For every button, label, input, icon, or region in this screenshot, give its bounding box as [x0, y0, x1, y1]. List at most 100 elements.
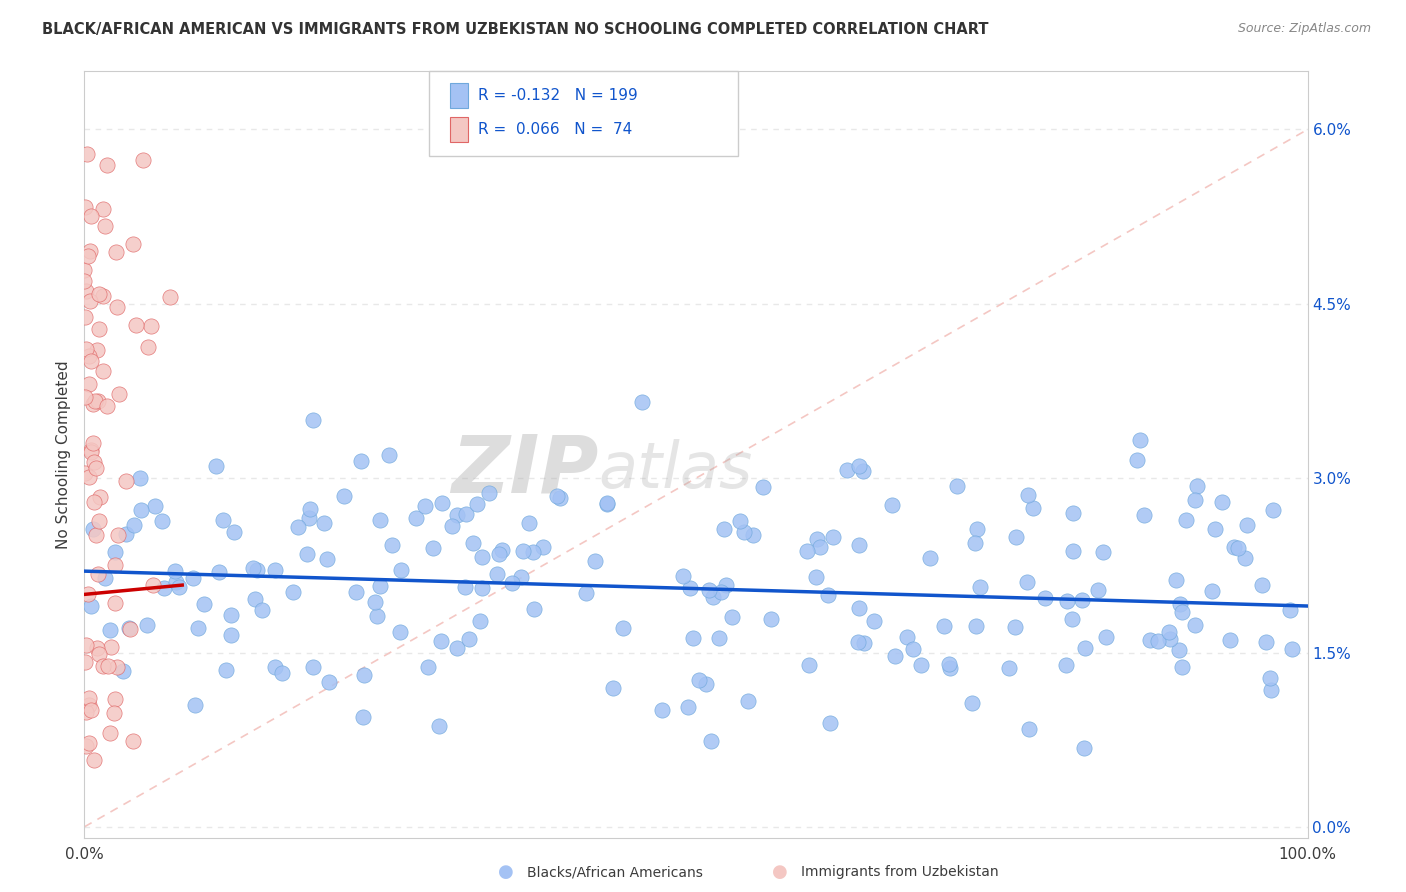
Point: [89, 647, 111, 661]
Point: [264, 563, 287, 577]
Point: [83, 753, 105, 767]
Point: [80, 444, 103, 458]
Point: [103, 706, 125, 720]
Point: [281, 585, 304, 599]
Point: [107, 659, 129, 673]
Point: [301, 413, 323, 427]
Point: [1222, 540, 1244, 554]
Point: [141, 318, 163, 333]
Point: [76, 250, 98, 264]
Point: [75, 638, 97, 652]
Text: Immigrants from Uzbekistan: Immigrants from Uzbekistan: [801, 865, 1000, 880]
Point: [1260, 682, 1282, 697]
Point: [796, 544, 818, 558]
Point: [454, 507, 477, 521]
Point: [122, 237, 145, 252]
Point: [1261, 502, 1284, 516]
Point: [333, 489, 356, 503]
Point: [366, 609, 388, 624]
Point: [76, 587, 98, 601]
Point: [901, 642, 924, 657]
Point: [546, 489, 568, 503]
Point: [1219, 632, 1241, 647]
Point: [808, 540, 831, 554]
Point: [219, 628, 242, 642]
Text: Source: ZipAtlas.com: Source: ZipAtlas.com: [1237, 22, 1371, 36]
Point: [83, 393, 105, 408]
Point: [596, 495, 619, 509]
Point: [821, 530, 844, 544]
Point: [852, 464, 875, 478]
Point: [1133, 508, 1156, 522]
Point: [672, 568, 695, 582]
Point: [77, 690, 100, 705]
Point: [1281, 641, 1303, 656]
Point: [378, 448, 401, 462]
Point: [1171, 605, 1194, 619]
Point: [222, 524, 245, 539]
Point: [125, 318, 148, 332]
Point: [150, 515, 173, 529]
Point: [1167, 643, 1189, 657]
Point: [301, 660, 323, 674]
Point: [862, 614, 884, 628]
Point: [82, 522, 104, 536]
Point: [353, 668, 375, 682]
Point: [80, 703, 103, 717]
Point: [368, 579, 391, 593]
Point: [75, 705, 97, 719]
Text: BLACK/AFRICAN AMERICAN VS IMMIGRANTS FROM UZBEKISTAN NO SCHOOLING COMPLETED CORR: BLACK/AFRICAN AMERICAN VS IMMIGRANTS FRO…: [42, 22, 988, 37]
Point: [1185, 479, 1208, 493]
Point: [87, 514, 110, 528]
Point: [1170, 597, 1192, 611]
Point: [896, 630, 918, 644]
Point: [77, 350, 100, 364]
Point: [1018, 722, 1040, 736]
Point: [465, 497, 488, 511]
Point: [77, 470, 100, 484]
Point: [716, 578, 738, 592]
Point: [94, 219, 117, 233]
Point: [946, 479, 969, 493]
Point: [709, 584, 731, 599]
Point: [486, 567, 509, 582]
Point: [93, 571, 115, 585]
Point: [350, 454, 373, 468]
Text: R = -0.132   N = 199: R = -0.132 N = 199: [478, 88, 638, 103]
Point: [287, 520, 309, 534]
Point: [583, 554, 606, 568]
Point: [87, 286, 110, 301]
Point: [966, 522, 988, 536]
Point: [77, 735, 100, 749]
Point: [118, 622, 141, 636]
Point: [295, 547, 318, 561]
Point: [115, 474, 138, 488]
Point: [737, 693, 759, 707]
Point: [77, 698, 100, 712]
Point: [962, 696, 984, 710]
Point: [759, 612, 782, 626]
Point: [509, 570, 531, 584]
Point: [531, 540, 554, 554]
Point: [742, 528, 765, 542]
Point: [733, 525, 755, 540]
Point: [1139, 632, 1161, 647]
Point: [163, 564, 186, 578]
Point: [631, 395, 654, 409]
Point: [1073, 740, 1095, 755]
Point: [136, 618, 159, 632]
Point: [193, 597, 215, 611]
Point: [136, 340, 159, 354]
Point: [270, 666, 292, 681]
Point: [1159, 632, 1181, 646]
Point: [1254, 635, 1277, 649]
Point: [679, 581, 702, 595]
Point: [835, 463, 858, 477]
Point: [468, 614, 491, 628]
Point: [446, 641, 468, 656]
Point: [80, 209, 103, 223]
Point: [1062, 544, 1084, 558]
Point: [187, 621, 209, 635]
Point: [848, 601, 870, 615]
Point: [997, 661, 1019, 675]
